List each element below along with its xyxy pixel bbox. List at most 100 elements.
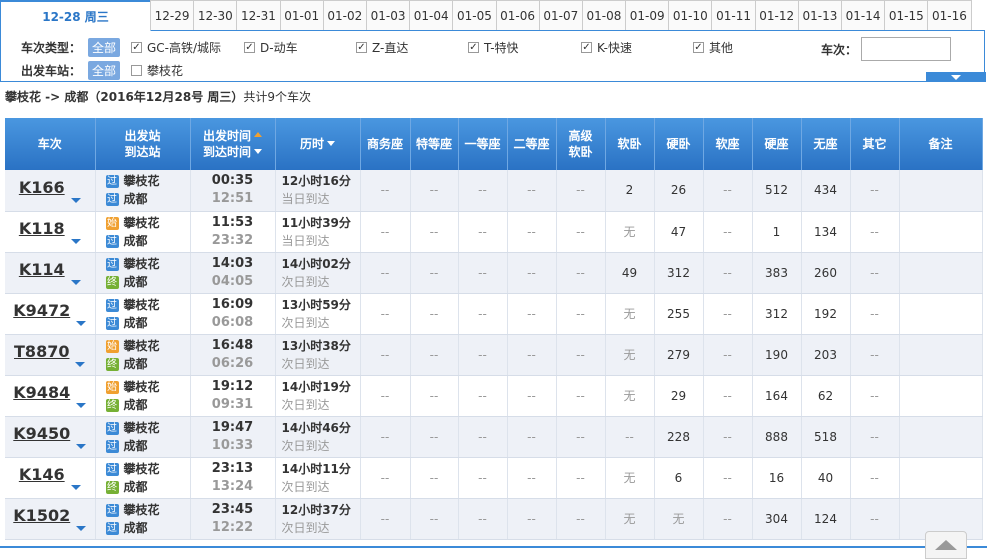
date-tab[interactable]: 01-04 [409, 0, 454, 30]
train-number[interactable]: K1502 [13, 506, 71, 525]
type-option: Z-直达 [372, 41, 409, 55]
duration-cell: 14小时19分 次日到达 [275, 375, 361, 417]
station-all[interactable]: 全部 [88, 61, 121, 80]
expand-arrow[interactable] [75, 362, 86, 367]
station-checkbox[interactable]: 攀枝花 [131, 62, 183, 79]
seat-cell: 512 [752, 170, 802, 212]
date-tab[interactable]: 01-03 [365, 0, 411, 30]
station-tag: 始 [105, 339, 119, 353]
arrive-time: 09:31 [211, 396, 254, 412]
train-number[interactable]: K9450 [13, 424, 71, 443]
arrival-day: 次日到达 [281, 397, 330, 412]
arrival-day: 次日到达 [281, 356, 330, 371]
expand-arrow[interactable] [70, 485, 81, 490]
date-tab[interactable]: 01-01 [279, 0, 324, 30]
expand-arrow[interactable] [70, 197, 81, 203]
departure-station: 攀枝花 [123, 379, 160, 394]
date-tab[interactable]: 01-12 [754, 0, 799, 30]
seat-cell: -- [458, 293, 508, 335]
arrival-day: 次日到达 [281, 479, 330, 494]
date-tab[interactable]: 01-02 [322, 0, 367, 30]
column-header: 硬座 [752, 118, 802, 170]
seat-value: -- [380, 470, 390, 485]
seat-cell: -- [410, 498, 459, 540]
date-tab[interactable]: 12-28 周三 [0, 0, 151, 31]
departure-station: 攀枝花 [123, 174, 160, 189]
depart-time: 16:09 [211, 296, 254, 312]
header-text: 特等座 [415, 137, 452, 151]
date-tab[interactable]: 01-08 [581, 0, 627, 30]
column-header: 其它 [850, 118, 900, 170]
seat-value: -- [429, 183, 439, 198]
seat-value: -- [527, 470, 536, 485]
expand-arrow[interactable] [76, 444, 87, 449]
seat-value: -- [870, 388, 879, 403]
type-checkbox[interactable]: ✓ 其他 [693, 39, 733, 56]
train-number[interactable]: K118 [18, 219, 65, 238]
expand-arrow[interactable] [70, 239, 81, 244]
seat-cell: 47 [654, 211, 704, 253]
date-tab[interactable]: 01-06 [495, 0, 540, 30]
train-cell: K9472 [5, 293, 96, 335]
train-number[interactable]: K166 [18, 177, 65, 197]
sort-up [254, 132, 262, 137]
station-tag: 过 [105, 175, 119, 189]
station-cell: 过攀枝花终成都 [95, 252, 191, 294]
date-tab[interactable]: 01-16 [927, 0, 972, 30]
date-tab[interactable]: 01-07 [538, 0, 583, 30]
train-number[interactable]: K9472 [13, 301, 71, 320]
date-tab[interactable]: 01-09 [625, 0, 670, 30]
arrival-station: 成都 [123, 397, 148, 412]
date-tab[interactable]: 12-31 [236, 0, 281, 30]
seat-cell: -- [360, 375, 411, 417]
train-table: 车次 出发站 到达站 出发时间 到达时间 历时 商务座 特等座 一等座 二等座 高级 软卧 软卧 硬卧 软座… [5, 118, 983, 540]
seat-cell: -- [360, 293, 411, 335]
seat-cell: 312 [654, 252, 704, 294]
date-tab[interactable]: 12-29 [150, 0, 195, 30]
type-checkbox[interactable]: ✓ D-动车 [244, 39, 298, 56]
seat-cell: -- [556, 211, 606, 253]
seat-value: 47 [670, 224, 687, 239]
seat-cell: -- [556, 334, 606, 376]
date-tab[interactable]: 01-10 [668, 0, 713, 30]
seat-cell: -- [458, 211, 508, 253]
type-checkbox[interactable]: ✓ T-特快 [468, 39, 519, 56]
time-cell: 23:45 12:22 [190, 498, 276, 540]
seat-cell: -- [360, 334, 411, 376]
arrive-time: 04:05 [211, 273, 254, 289]
expand-arrow[interactable] [76, 526, 87, 531]
date-tab[interactable]: 01-14 [841, 0, 886, 30]
collapse-toggle[interactable] [926, 72, 986, 82]
column-header[interactable]: 出发时间 到达时间 [190, 118, 276, 170]
type-checkbox[interactable]: ✓ GC-高铁/城际 [131, 39, 221, 56]
arrival-station: 成都 [123, 520, 148, 535]
duration-cell: 13小时59分 次日到达 [275, 293, 361, 335]
seat-value: -- [723, 511, 732, 526]
header-text: 硬座 [764, 137, 789, 151]
train-no-input[interactable] [861, 37, 951, 61]
seat-cell: -- [458, 252, 508, 294]
type-all[interactable]: 全部 [88, 38, 121, 57]
expand-arrow[interactable] [76, 321, 87, 326]
type-checkbox[interactable]: ✓ K-快速 [581, 39, 632, 56]
train-number[interactable]: K114 [18, 260, 65, 279]
back-to-top[interactable] [925, 531, 967, 559]
train-number[interactable]: T8870 [14, 342, 70, 361]
seat-value: -- [870, 347, 879, 362]
sort-down [254, 149, 262, 154]
column-header[interactable]: 历时 [275, 118, 361, 170]
expand-arrow[interactable] [70, 280, 81, 285]
date-tab[interactable]: 01-11 [711, 0, 756, 30]
date-tab[interactable]: 01-13 [797, 0, 842, 30]
expand-arrow[interactable] [76, 403, 87, 408]
duration-cell: 14小时11分 次日到达 [275, 457, 361, 499]
type-checkbox[interactable]: ✓ Z-直达 [356, 39, 408, 56]
departure-station: 攀枝花 [123, 461, 160, 476]
date-tab[interactable]: 12-30 [193, 0, 238, 30]
duration: 13小时38分 [281, 338, 351, 353]
date-tab[interactable]: 01-05 [452, 0, 497, 30]
date-tab[interactable]: 01-15 [884, 0, 929, 30]
seat-cell: -- [850, 252, 900, 294]
train-number[interactable]: K9484 [13, 383, 71, 402]
train-number[interactable]: K146 [18, 465, 65, 484]
